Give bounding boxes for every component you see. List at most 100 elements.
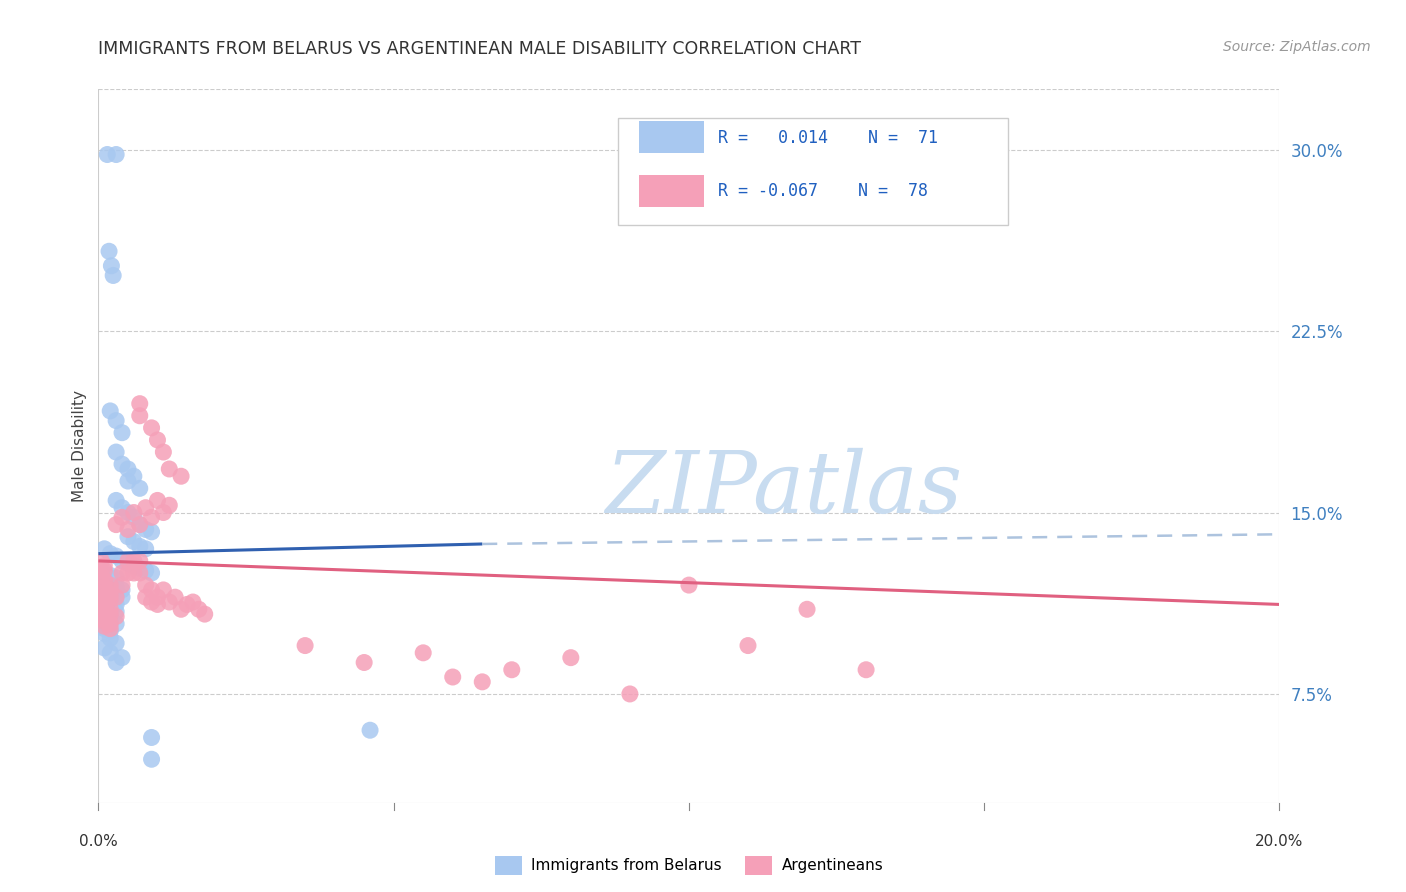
Point	[93, 612, 115, 626]
Point	[93, 605, 115, 619]
Point	[105, 588, 128, 602]
Point	[128, 517, 150, 532]
Point	[105, 656, 128, 670]
Legend: Immigrants from Belarus, Argentineans: Immigrants from Belarus, Argentineans	[488, 850, 890, 880]
Point	[98, 602, 121, 616]
Point	[128, 561, 150, 575]
Point	[111, 554, 134, 568]
Point	[105, 598, 128, 612]
Point	[146, 493, 169, 508]
Point	[111, 457, 134, 471]
Point	[135, 564, 157, 578]
Point	[105, 493, 128, 508]
Point	[111, 578, 134, 592]
Point	[105, 581, 128, 595]
Point	[141, 510, 163, 524]
Point	[737, 639, 759, 653]
Point	[98, 578, 121, 592]
Point	[471, 674, 494, 689]
Point	[141, 731, 163, 745]
Point	[98, 622, 121, 636]
Point	[93, 590, 115, 604]
Point	[93, 607, 115, 621]
Point	[441, 670, 464, 684]
Point	[98, 615, 121, 629]
Text: R = -0.067    N =  78: R = -0.067 N = 78	[718, 182, 928, 200]
Point	[181, 595, 204, 609]
Point	[93, 541, 115, 556]
Point	[93, 566, 115, 580]
Point	[105, 414, 128, 428]
Point	[98, 632, 121, 646]
Point	[100, 259, 122, 273]
Point	[93, 615, 115, 629]
Point	[98, 616, 121, 631]
Point	[157, 498, 180, 512]
Point	[157, 462, 180, 476]
Point	[122, 469, 145, 483]
Point	[187, 602, 209, 616]
Point	[141, 421, 163, 435]
Point	[105, 605, 128, 619]
Point	[141, 582, 163, 597]
Point	[122, 510, 145, 524]
Point	[117, 506, 139, 520]
Point	[359, 723, 381, 738]
Text: Source: ZipAtlas.com: Source: ZipAtlas.com	[1223, 40, 1371, 54]
Point	[135, 541, 157, 556]
Point	[90, 574, 112, 588]
Point	[111, 650, 134, 665]
Point	[170, 602, 193, 616]
Point	[619, 687, 641, 701]
Point	[122, 554, 145, 568]
Point	[93, 564, 115, 578]
Point	[93, 599, 115, 614]
Point	[90, 568, 112, 582]
Point	[105, 636, 128, 650]
Point	[93, 582, 115, 597]
Point	[146, 590, 169, 604]
Point	[103, 268, 125, 283]
Point	[412, 646, 434, 660]
Point	[152, 582, 174, 597]
Point	[135, 590, 157, 604]
Point	[128, 540, 150, 554]
Point	[105, 147, 128, 161]
Point	[98, 607, 121, 621]
Point	[111, 425, 134, 440]
Point	[93, 575, 115, 590]
Y-axis label: Male Disability: Male Disability	[72, 390, 87, 502]
Point	[170, 469, 193, 483]
Point	[98, 595, 121, 609]
Point	[141, 752, 163, 766]
Point	[93, 619, 115, 633]
FancyBboxPatch shape	[640, 175, 704, 207]
Point	[98, 404, 121, 418]
Point	[90, 607, 112, 621]
Point	[90, 598, 112, 612]
Point	[111, 510, 134, 524]
Point	[98, 547, 121, 561]
Point	[98, 609, 121, 624]
Point	[128, 481, 150, 495]
Point	[194, 607, 217, 621]
Point	[105, 571, 128, 585]
Point	[135, 523, 157, 537]
Text: ZIPatlas: ZIPatlas	[605, 448, 962, 530]
Point	[93, 595, 115, 609]
Point	[141, 524, 163, 539]
Point	[93, 558, 115, 573]
Point	[98, 592, 121, 607]
Point	[98, 588, 121, 602]
Point	[93, 585, 115, 599]
Text: 0.0%: 0.0%	[79, 834, 118, 849]
Point	[111, 500, 134, 515]
Point	[117, 523, 139, 537]
Point	[157, 595, 180, 609]
Point	[105, 609, 128, 624]
Point	[90, 590, 112, 604]
Point	[93, 622, 115, 636]
Point	[560, 650, 582, 665]
Point	[353, 656, 375, 670]
Point	[128, 554, 150, 568]
